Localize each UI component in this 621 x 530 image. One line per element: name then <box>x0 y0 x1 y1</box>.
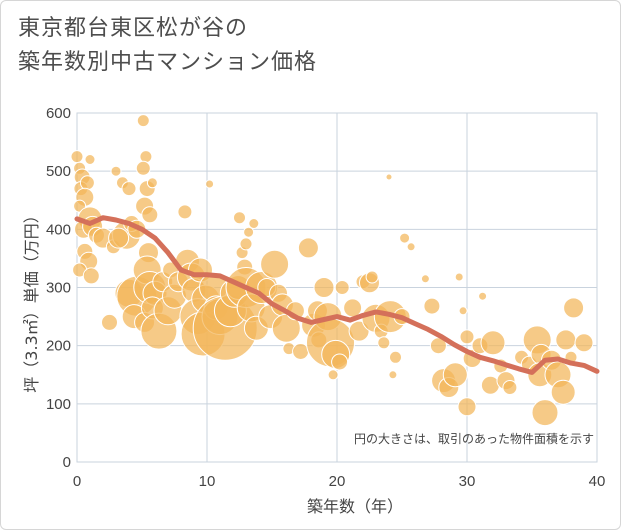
bubble-point <box>70 150 84 164</box>
bubble-point <box>121 181 137 197</box>
bubble-point <box>365 270 379 284</box>
bubble-layer <box>70 114 594 427</box>
bubble-point <box>243 226 255 238</box>
x-tick-label: 40 <box>589 473 606 490</box>
x-tick-label: 30 <box>459 473 476 490</box>
bubble-point <box>248 218 260 229</box>
bubble-point <box>454 272 464 282</box>
bubble-point <box>458 306 468 316</box>
bubble-point <box>459 329 475 345</box>
chart-title-line1: 東京都台東区松が谷の <box>18 16 249 41</box>
bubble-point <box>550 379 576 405</box>
bubble-point <box>334 280 350 295</box>
x-tick-label: 20 <box>329 473 346 490</box>
bubble-point <box>331 353 349 371</box>
bubble-point <box>388 370 398 380</box>
y-tick-label: 400 <box>46 221 71 238</box>
bubble-point <box>108 227 130 249</box>
bubble-point <box>297 237 319 259</box>
bubble-point <box>239 237 253 251</box>
bubble-point <box>327 369 339 381</box>
y-tick-label: 500 <box>46 163 71 180</box>
bubble-point <box>205 179 215 189</box>
x-axis-title: 築年数（年） <box>307 497 403 516</box>
bubble-point <box>574 333 594 353</box>
bubble-point <box>135 160 151 176</box>
y-tick-labels: 0 100 200 300 400 500 600 <box>46 105 71 471</box>
bubble-point <box>139 150 153 164</box>
y-tick-label: 200 <box>46 338 71 355</box>
trend-line <box>74 215 600 375</box>
bubble-point <box>385 173 393 181</box>
bubble-point <box>423 297 441 315</box>
bubble-point <box>146 177 158 189</box>
bubble-point <box>389 350 402 364</box>
y-tick-label: 100 <box>46 396 71 413</box>
bubble-point <box>141 206 159 224</box>
x-tick-labels: 0 10 20 30 40 <box>73 473 606 490</box>
bubble-point <box>502 380 518 395</box>
bubble-point <box>442 362 468 388</box>
y-axis-title: 坪（3.3㎡）単価（万円） <box>22 207 41 392</box>
bubble-point <box>420 274 430 284</box>
bubble-point <box>177 204 193 220</box>
x-tick-label: 10 <box>199 473 216 490</box>
bubble-point <box>233 211 246 225</box>
bubble-point <box>399 232 411 244</box>
bubble-point <box>110 165 122 177</box>
bubble-point <box>84 154 96 165</box>
bubble-point <box>343 298 363 318</box>
bubble-point <box>377 336 391 350</box>
bubble-point <box>260 249 290 279</box>
bubble-point <box>82 267 100 285</box>
chart-title-line2: 築年数別中古マンション価格 <box>18 50 318 75</box>
x-tick-label: 0 <box>73 473 81 490</box>
bubble-point <box>457 397 477 417</box>
bubble-point <box>555 329 577 351</box>
bubble-point <box>563 297 585 319</box>
bubble-point <box>101 313 118 331</box>
bubble-point <box>313 277 335 298</box>
chart-title: 東京都台東区松が谷の 築年数別中古マンション価格 <box>18 12 317 80</box>
y-tick-label: 0 <box>63 454 71 471</box>
bubble-point <box>480 330 506 356</box>
bubble-point <box>136 114 150 128</box>
bubble-point <box>406 242 416 252</box>
bubble-point <box>478 291 488 301</box>
y-tick-label: 300 <box>46 280 71 297</box>
bubble-size-note: 円の大きさは、取引のあった物件面積を示す <box>354 431 594 446</box>
y-tick-label: 600 <box>46 105 71 122</box>
bubble-point <box>531 399 559 427</box>
bubble-point <box>79 175 95 191</box>
